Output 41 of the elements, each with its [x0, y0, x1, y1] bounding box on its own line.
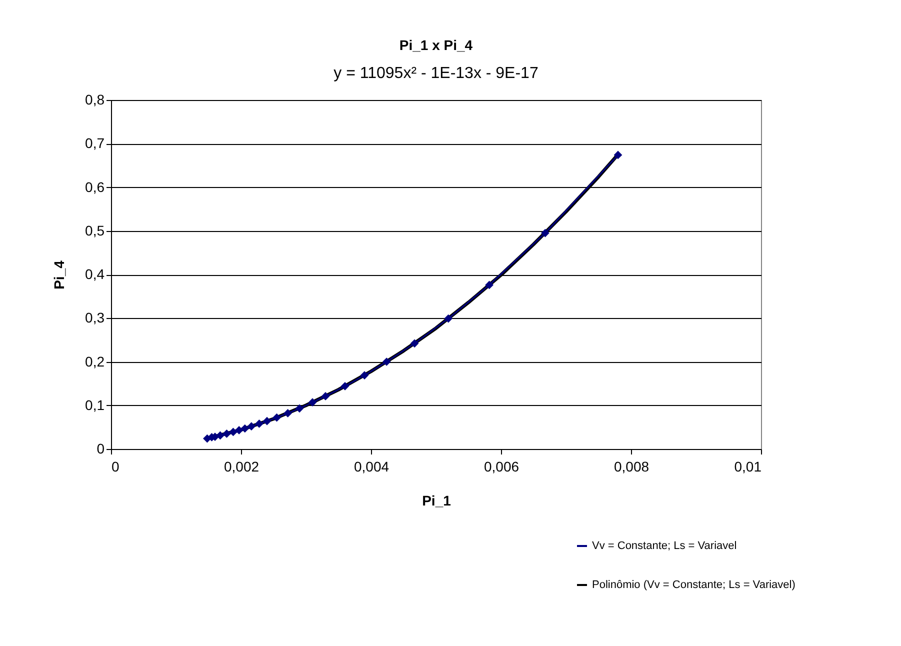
- point: [255, 420, 264, 428]
- point: [485, 280, 494, 290]
- point: [272, 413, 281, 422]
- chart-title: Pi_1 x Pi_4: [399, 37, 473, 53]
- y-tick-label: 0,2: [85, 353, 105, 370]
- legend-label: Polinômio (Vv = Constante; Ls = Variavel): [592, 579, 796, 591]
- point: [216, 431, 224, 440]
- x-tick-label: 0,006: [484, 458, 520, 474]
- y-tick-label: 0: [96, 440, 105, 456]
- point: [222, 430, 231, 438]
- y-tick-label: 0,1: [85, 396, 105, 413]
- y-tick-label: 0,6: [85, 178, 105, 195]
- y-tick-label: 0,4: [85, 266, 105, 282]
- point: [284, 409, 292, 418]
- point: [295, 404, 304, 413]
- point: [444, 314, 453, 323]
- y-tick-label: 0,3: [85, 310, 105, 326]
- point: [229, 428, 238, 436]
- y-tick-label: 0,5: [85, 222, 105, 238]
- point: [321, 392, 330, 400]
- y-tick-label: 0,8: [85, 92, 105, 108]
- point: [247, 422, 256, 430]
- y-tick-label: 0,7: [85, 135, 105, 152]
- point: [410, 339, 419, 348]
- x-tick-label: 0,002: [224, 458, 260, 474]
- x-axis-title: Pi_1: [422, 492, 452, 508]
- point: [240, 424, 250, 433]
- x-tick-label: 0,004: [354, 458, 390, 474]
- y-axis-title: Pi_4: [51, 260, 68, 290]
- point: [614, 150, 622, 160]
- x-tick-label: 0: [112, 458, 120, 474]
- point: [541, 228, 550, 238]
- chart-subtitle: y = 11095x² - 1E-13x - 9E-17: [334, 65, 538, 82]
- point: [382, 358, 391, 366]
- point: [360, 371, 369, 380]
- point: [308, 398, 317, 407]
- legend-label: Vv = Constante; Ls = Variavel: [592, 540, 737, 552]
- x-tick-label: 0,01: [734, 458, 762, 474]
- point: [340, 382, 350, 390]
- x-tick-label: 0,008: [614, 458, 650, 474]
- point: [262, 416, 272, 426]
